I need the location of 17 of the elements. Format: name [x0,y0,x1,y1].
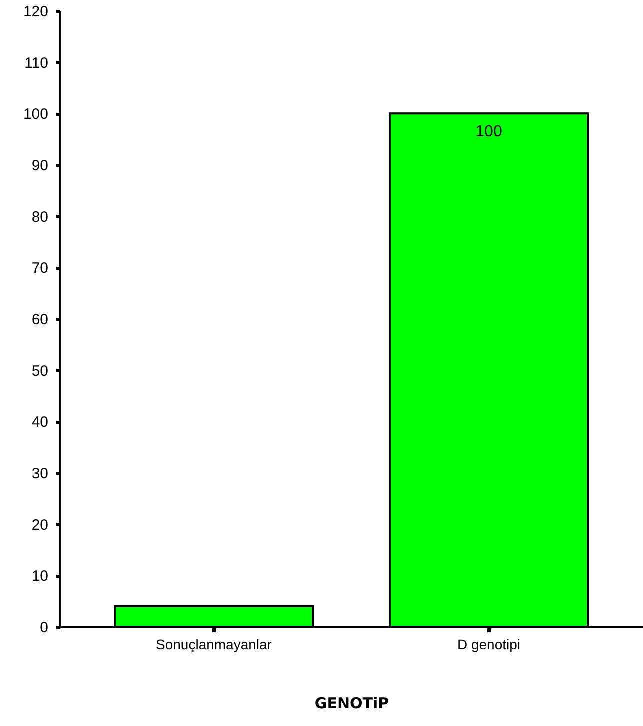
y-tick-label: 120 [23,4,48,20]
y-tick-label: 60 [32,312,48,328]
y-tick-label: 10 [32,568,48,586]
y-tick-label: 40 [32,414,48,432]
y-tick-label: 90 [32,158,48,174]
y-tick-label: 30 [32,466,48,482]
data-label: 100 [476,124,502,141]
y-tick-label: 50 [32,362,48,380]
x-tick-label: Sonuçlanmayanlar [156,636,272,652]
y-tick-label: 20 [32,516,48,534]
y-tick-label: 100 [23,106,48,124]
x-axis-title: GENOTiP [314,694,390,712]
y-tick-label: 80 [32,208,48,226]
y-tick-label: 110 [24,54,48,72]
x-tick-label: D genotipi [457,636,521,652]
y-tick-label: 70 [32,260,48,278]
y-tick-label: 0 [40,620,48,636]
